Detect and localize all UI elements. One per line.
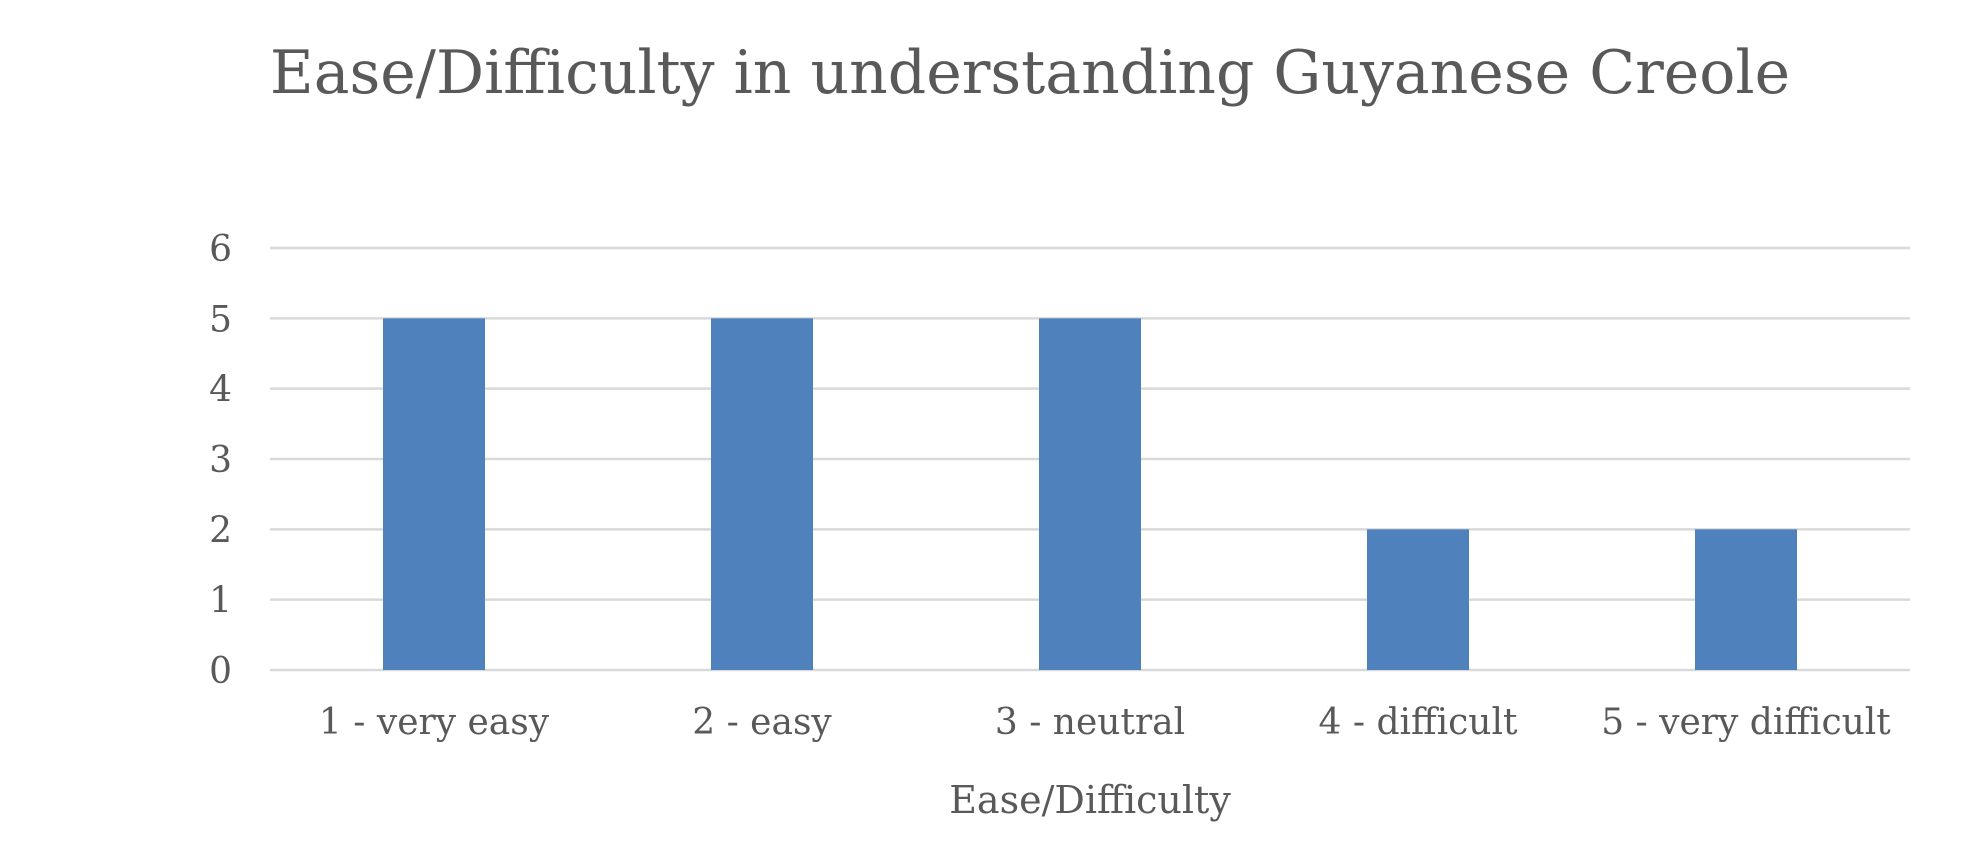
bar	[1039, 318, 1141, 670]
x-tick-label: 2 - easy	[692, 702, 832, 743]
y-tick-label: 0	[209, 651, 232, 692]
y-tick-label: 2	[209, 510, 232, 551]
bar	[1367, 529, 1469, 670]
y-tick-label: 5	[209, 299, 232, 340]
bar	[711, 318, 813, 670]
y-tick-label: 4	[209, 370, 232, 411]
bars	[383, 318, 1797, 670]
x-tick-label: 1 - very easy	[319, 702, 550, 743]
y-tick-label: 1	[209, 581, 232, 622]
y-axis-ticks: 0 1 2 3 4 5 6	[209, 229, 232, 692]
y-tick-label: 6	[209, 229, 232, 270]
x-tick-label: 5 - very difficult	[1601, 702, 1891, 743]
bar	[383, 318, 485, 670]
x-axis-label: Ease/Difficulty	[949, 778, 1231, 822]
x-tick-label: 4 - difficult	[1319, 702, 1518, 743]
y-tick-label: 3	[209, 440, 232, 481]
chart-title: Ease/Difficulty in understanding Guyanes…	[270, 38, 1790, 108]
x-axis-ticks: 1 - very easy 2 - easy 3 - neutral 4 - diff…	[319, 702, 1891, 743]
x-tick-label: 3 - neutral	[995, 702, 1185, 743]
bar	[1695, 529, 1797, 670]
